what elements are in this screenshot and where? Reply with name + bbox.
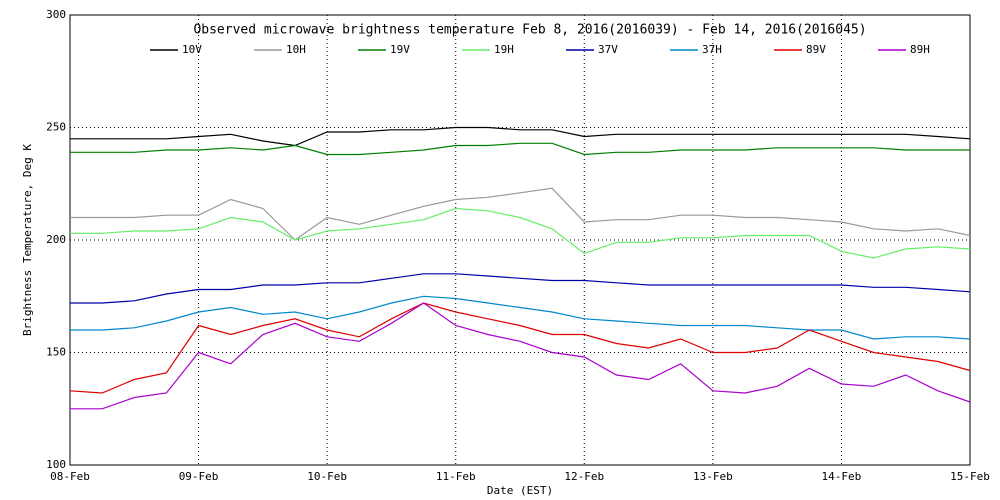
- chart-title: Observed microwave brightness temperatur…: [193, 23, 866, 38]
- y-axis-label: Brightness Temperature, Deg K: [21, 144, 34, 336]
- series-line: [70, 207, 971, 259]
- x-tick-label: 14-Feb: [822, 470, 862, 483]
- series-line: [70, 126, 971, 147]
- y-tick-label: 300: [46, 8, 66, 21]
- x-tick-label: 15-Feb: [950, 470, 990, 483]
- y-tick-label: 150: [46, 346, 66, 359]
- series-line: [70, 142, 970, 156]
- series-line: [70, 295, 971, 340]
- series-line: [70, 273, 971, 304]
- x-axis-label: Date (EST): [487, 484, 553, 497]
- y-tick-label: 250: [46, 121, 66, 134]
- legend-label: 37H: [702, 43, 722, 56]
- x-tick-label: 12-Feb: [564, 470, 604, 483]
- y-tick-label: 200: [46, 233, 66, 246]
- legend-label: 89H: [910, 43, 930, 56]
- legend-label: 37V: [598, 43, 618, 56]
- x-tick-label: 08-Feb: [50, 470, 90, 483]
- x-tick-label: 11-Feb: [436, 470, 476, 483]
- series-line: [69, 302, 971, 394]
- x-tick-label: 09-Feb: [179, 470, 219, 483]
- series-line: [70, 302, 971, 410]
- legend-label: 19V: [390, 43, 410, 56]
- legend-label: 10V: [182, 43, 202, 56]
- legend-label: 89V: [806, 43, 826, 56]
- series-line: [70, 187, 971, 241]
- x-tick-label: 10-Feb: [307, 470, 347, 483]
- y-tick-label: 100: [46, 458, 66, 471]
- legend-label: 19H: [494, 43, 514, 56]
- x-tick-label: 13-Feb: [693, 470, 733, 483]
- legend-label: 10H: [286, 43, 306, 56]
